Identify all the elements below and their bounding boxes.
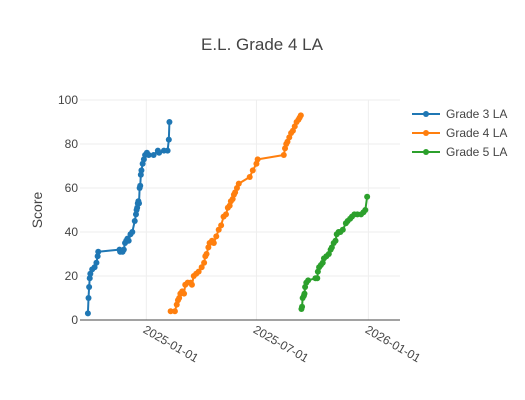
data-point bbox=[215, 226, 222, 233]
data-point bbox=[166, 119, 173, 125]
data-point bbox=[203, 251, 210, 257]
data-point bbox=[339, 226, 346, 233]
data-point bbox=[145, 152, 152, 158]
x-tick-label: 2025-07-01 bbox=[251, 322, 311, 365]
series-3 bbox=[298, 193, 371, 312]
data-point bbox=[297, 112, 304, 119]
y-tick-label: 80 bbox=[65, 137, 79, 151]
legend-marker bbox=[423, 149, 429, 155]
data-point bbox=[201, 259, 208, 266]
data-point bbox=[84, 310, 91, 317]
data-point bbox=[218, 222, 225, 229]
series-layer bbox=[84, 112, 371, 317]
data-point bbox=[280, 152, 287, 158]
data-point bbox=[195, 268, 202, 275]
x-axis-ticks: 2025-01-01 2025-07-01 2026-01-01 bbox=[141, 322, 423, 365]
y-axis-ticks: 0 20 40 60 80 100 bbox=[58, 93, 78, 327]
legend-label: Grade 4 LA bbox=[446, 126, 507, 140]
data-point bbox=[364, 193, 371, 200]
data-point bbox=[156, 149, 163, 156]
data-point bbox=[94, 253, 101, 260]
data-point bbox=[301, 290, 308, 297]
legend-marker bbox=[423, 111, 429, 117]
data-point bbox=[246, 174, 253, 180]
data-point bbox=[136, 200, 143, 207]
data-point bbox=[150, 152, 157, 158]
data-point bbox=[165, 136, 172, 143]
y-tick-label: 60 bbox=[65, 181, 79, 195]
y-tick-label: 40 bbox=[65, 225, 79, 239]
y-tick-label: 20 bbox=[65, 269, 79, 283]
data-point bbox=[129, 229, 136, 235]
data-point bbox=[120, 246, 127, 253]
data-point bbox=[188, 281, 195, 288]
data-point bbox=[213, 233, 220, 240]
legend-marker bbox=[423, 130, 429, 136]
legend-item: Grade 4 LA bbox=[412, 126, 507, 140]
data-point bbox=[167, 308, 174, 315]
data-point bbox=[332, 237, 339, 244]
y-axis-label: Score bbox=[29, 192, 45, 229]
legend: Grade 3 LA Grade 4 LA Grade 5 LA bbox=[412, 107, 507, 159]
data-point bbox=[125, 237, 132, 244]
data-point bbox=[235, 180, 242, 187]
data-point bbox=[137, 171, 144, 178]
data-point bbox=[131, 218, 138, 224]
data-point bbox=[86, 275, 93, 282]
grid-lines bbox=[80, 99, 400, 320]
data-point bbox=[314, 275, 321, 282]
legend-item: Grade 3 LA bbox=[412, 107, 507, 121]
data-point bbox=[362, 207, 369, 213]
data-point bbox=[249, 167, 256, 174]
data-point bbox=[305, 277, 312, 284]
data-point bbox=[132, 211, 139, 218]
x-tick-label: 2025-01-01 bbox=[141, 322, 201, 365]
series-2 bbox=[167, 112, 304, 315]
y-tick-label: 100 bbox=[58, 93, 78, 107]
data-point bbox=[210, 240, 217, 246]
chart-title: E.L. Grade 4 LA bbox=[201, 35, 324, 54]
data-point bbox=[164, 147, 171, 154]
legend-label: Grade 3 LA bbox=[446, 107, 507, 121]
data-point bbox=[254, 156, 261, 163]
data-point bbox=[198, 264, 205, 271]
data-point bbox=[85, 295, 92, 301]
legend-label: Grade 5 LA bbox=[446, 145, 507, 159]
data-point bbox=[95, 248, 102, 255]
data-point bbox=[138, 167, 145, 174]
data-point bbox=[223, 211, 230, 218]
y-tick-label: 0 bbox=[71, 313, 78, 327]
legend-item: Grade 5 LA bbox=[412, 145, 507, 159]
data-point bbox=[86, 284, 93, 290]
series-1 bbox=[84, 119, 173, 317]
x-tick-label: 2026-01-01 bbox=[363, 322, 423, 365]
data-point bbox=[181, 290, 188, 297]
data-point bbox=[299, 303, 306, 310]
data-point bbox=[171, 308, 178, 315]
data-point bbox=[93, 259, 100, 266]
data-point bbox=[137, 182, 144, 189]
